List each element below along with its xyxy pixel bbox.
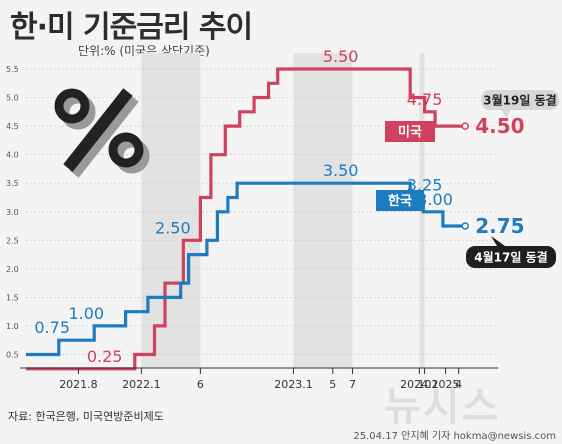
callout-text: 3월19일 동결 xyxy=(483,93,556,108)
y-tick-label: 2.5 xyxy=(6,236,19,245)
series-end-marker xyxy=(461,122,469,130)
y-tick-label: 3.0 xyxy=(6,208,19,217)
data-label: 0.75 xyxy=(34,318,70,337)
legend-label: 미국 xyxy=(398,124,422,140)
y-tick-label: 2.0 xyxy=(6,265,19,274)
y-tick-label: 4.5 xyxy=(6,122,19,131)
legend-box-1 xyxy=(376,190,424,211)
legend-label: 한국 xyxy=(388,193,412,209)
grid: 0.5 1.0 1.5 2.0 2.5 3.0 3.5 4.0 4.5 5.0 5.5 xyxy=(6,65,498,360)
x-tick-label: 2022.1 xyxy=(122,378,161,391)
x-tick-label: 2021.8 xyxy=(59,378,98,391)
x-tick-label: 4 xyxy=(455,378,462,391)
callout-pointer-0 xyxy=(501,110,510,118)
chart-title: 한·미 기준금리 추이 xyxy=(10,10,253,45)
data-label: 3.50 xyxy=(323,161,359,180)
percent-icon xyxy=(54,88,150,178)
callout-pointer-1 xyxy=(491,236,505,246)
x-tick-label: 5 xyxy=(329,378,336,391)
watermark: 뉴시스 xyxy=(384,384,501,430)
credit-label: 25.04.17 안지혜 기자 hokma@newsis.com xyxy=(353,431,556,442)
y-tick-label: 3.5 xyxy=(6,179,19,188)
end-value-label: 2.75 xyxy=(475,214,524,238)
x-tick-label: 2025 xyxy=(432,378,460,391)
series-line-us xyxy=(26,67,466,371)
data-label: 4.75 xyxy=(407,90,443,109)
end-value-label: 4.50 xyxy=(475,114,524,138)
x-tick-label: 2024.1 xyxy=(400,378,439,391)
data-label: 3.00 xyxy=(417,190,453,209)
y-tick-label: 0.5 xyxy=(6,351,19,360)
x-tick-label: 6 xyxy=(197,378,204,391)
y-tick-label: 1.0 xyxy=(6,322,19,331)
y-tick-label: 5.5 xyxy=(6,65,19,74)
series-end-marker xyxy=(461,222,469,230)
callout-text: 4월17일 동결 xyxy=(474,250,547,265)
x-tick-label: 10 xyxy=(418,378,432,391)
x-tick-label: 2023.1 xyxy=(274,378,313,391)
x-tick-label: 7 xyxy=(349,378,356,391)
source-label: 자료: 한국은행, 미국연방준비제도 xyxy=(8,410,164,423)
shaded-region-1 xyxy=(293,53,353,368)
y-tick-label: 4.0 xyxy=(6,151,19,160)
data-label: 1.00 xyxy=(68,304,104,323)
y-tick-label: 5.0 xyxy=(6,94,19,103)
callout-box-1 xyxy=(466,246,556,268)
callout-box-0 xyxy=(481,90,559,110)
data-label: 2.50 xyxy=(155,218,191,237)
data-labels: 0.25 5.50 4.75 4.50 0.751.00 2.50 3.50 3.253.00… xyxy=(34,47,559,366)
y-tick-label: 1.5 xyxy=(6,293,19,302)
data-label: 0.25 xyxy=(87,347,123,366)
shaded-region-0 xyxy=(141,53,201,368)
legend-box-0 xyxy=(385,121,435,142)
data-label: 3.25 xyxy=(407,175,443,194)
data-label: 5.50 xyxy=(323,47,359,66)
shaded-regions xyxy=(141,53,425,368)
